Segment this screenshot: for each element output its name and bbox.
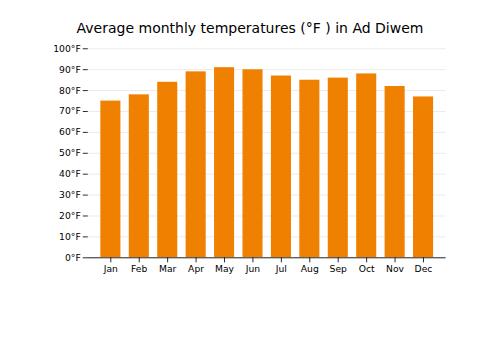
svg-text:50°F: 50°F [59, 147, 81, 158]
svg-text:10°F: 10°F [59, 231, 81, 242]
svg-text:80°F: 80°F [59, 85, 81, 96]
svg-text:40°F: 40°F [59, 168, 81, 179]
svg-text:Aug: Aug [301, 263, 319, 274]
svg-text:60°F: 60°F [59, 126, 81, 137]
svg-text:Jul: Jul [275, 263, 287, 274]
svg-text:0°F: 0°F [65, 252, 81, 263]
svg-text:Mar: Mar [159, 263, 177, 274]
html-text:Average monthly temperatures (: Average monthly temperatures (°F ) in Ad… [76, 20, 424, 36]
svg-text:Oct: Oct [359, 263, 375, 274]
svg-text:Apr: Apr [188, 263, 204, 274]
svg-text:Nov: Nov [386, 263, 404, 274]
svg-text:70°F: 70°F [59, 105, 81, 116]
svg-text:90°F: 90°F [59, 64, 81, 75]
svg-text:30°F: 30°F [59, 189, 81, 200]
svg-text:May: May [215, 263, 235, 274]
svg-text:Feb: Feb [131, 263, 147, 274]
svg-text:Dec: Dec [415, 263, 433, 274]
svg-text:Jun: Jun [245, 263, 261, 274]
svg-text:100°F: 100°F [53, 43, 80, 54]
svg-text:Sep: Sep [330, 263, 347, 274]
svg-text:20°F: 20°F [59, 210, 81, 221]
svg-text:Jan: Jan [103, 263, 118, 274]
